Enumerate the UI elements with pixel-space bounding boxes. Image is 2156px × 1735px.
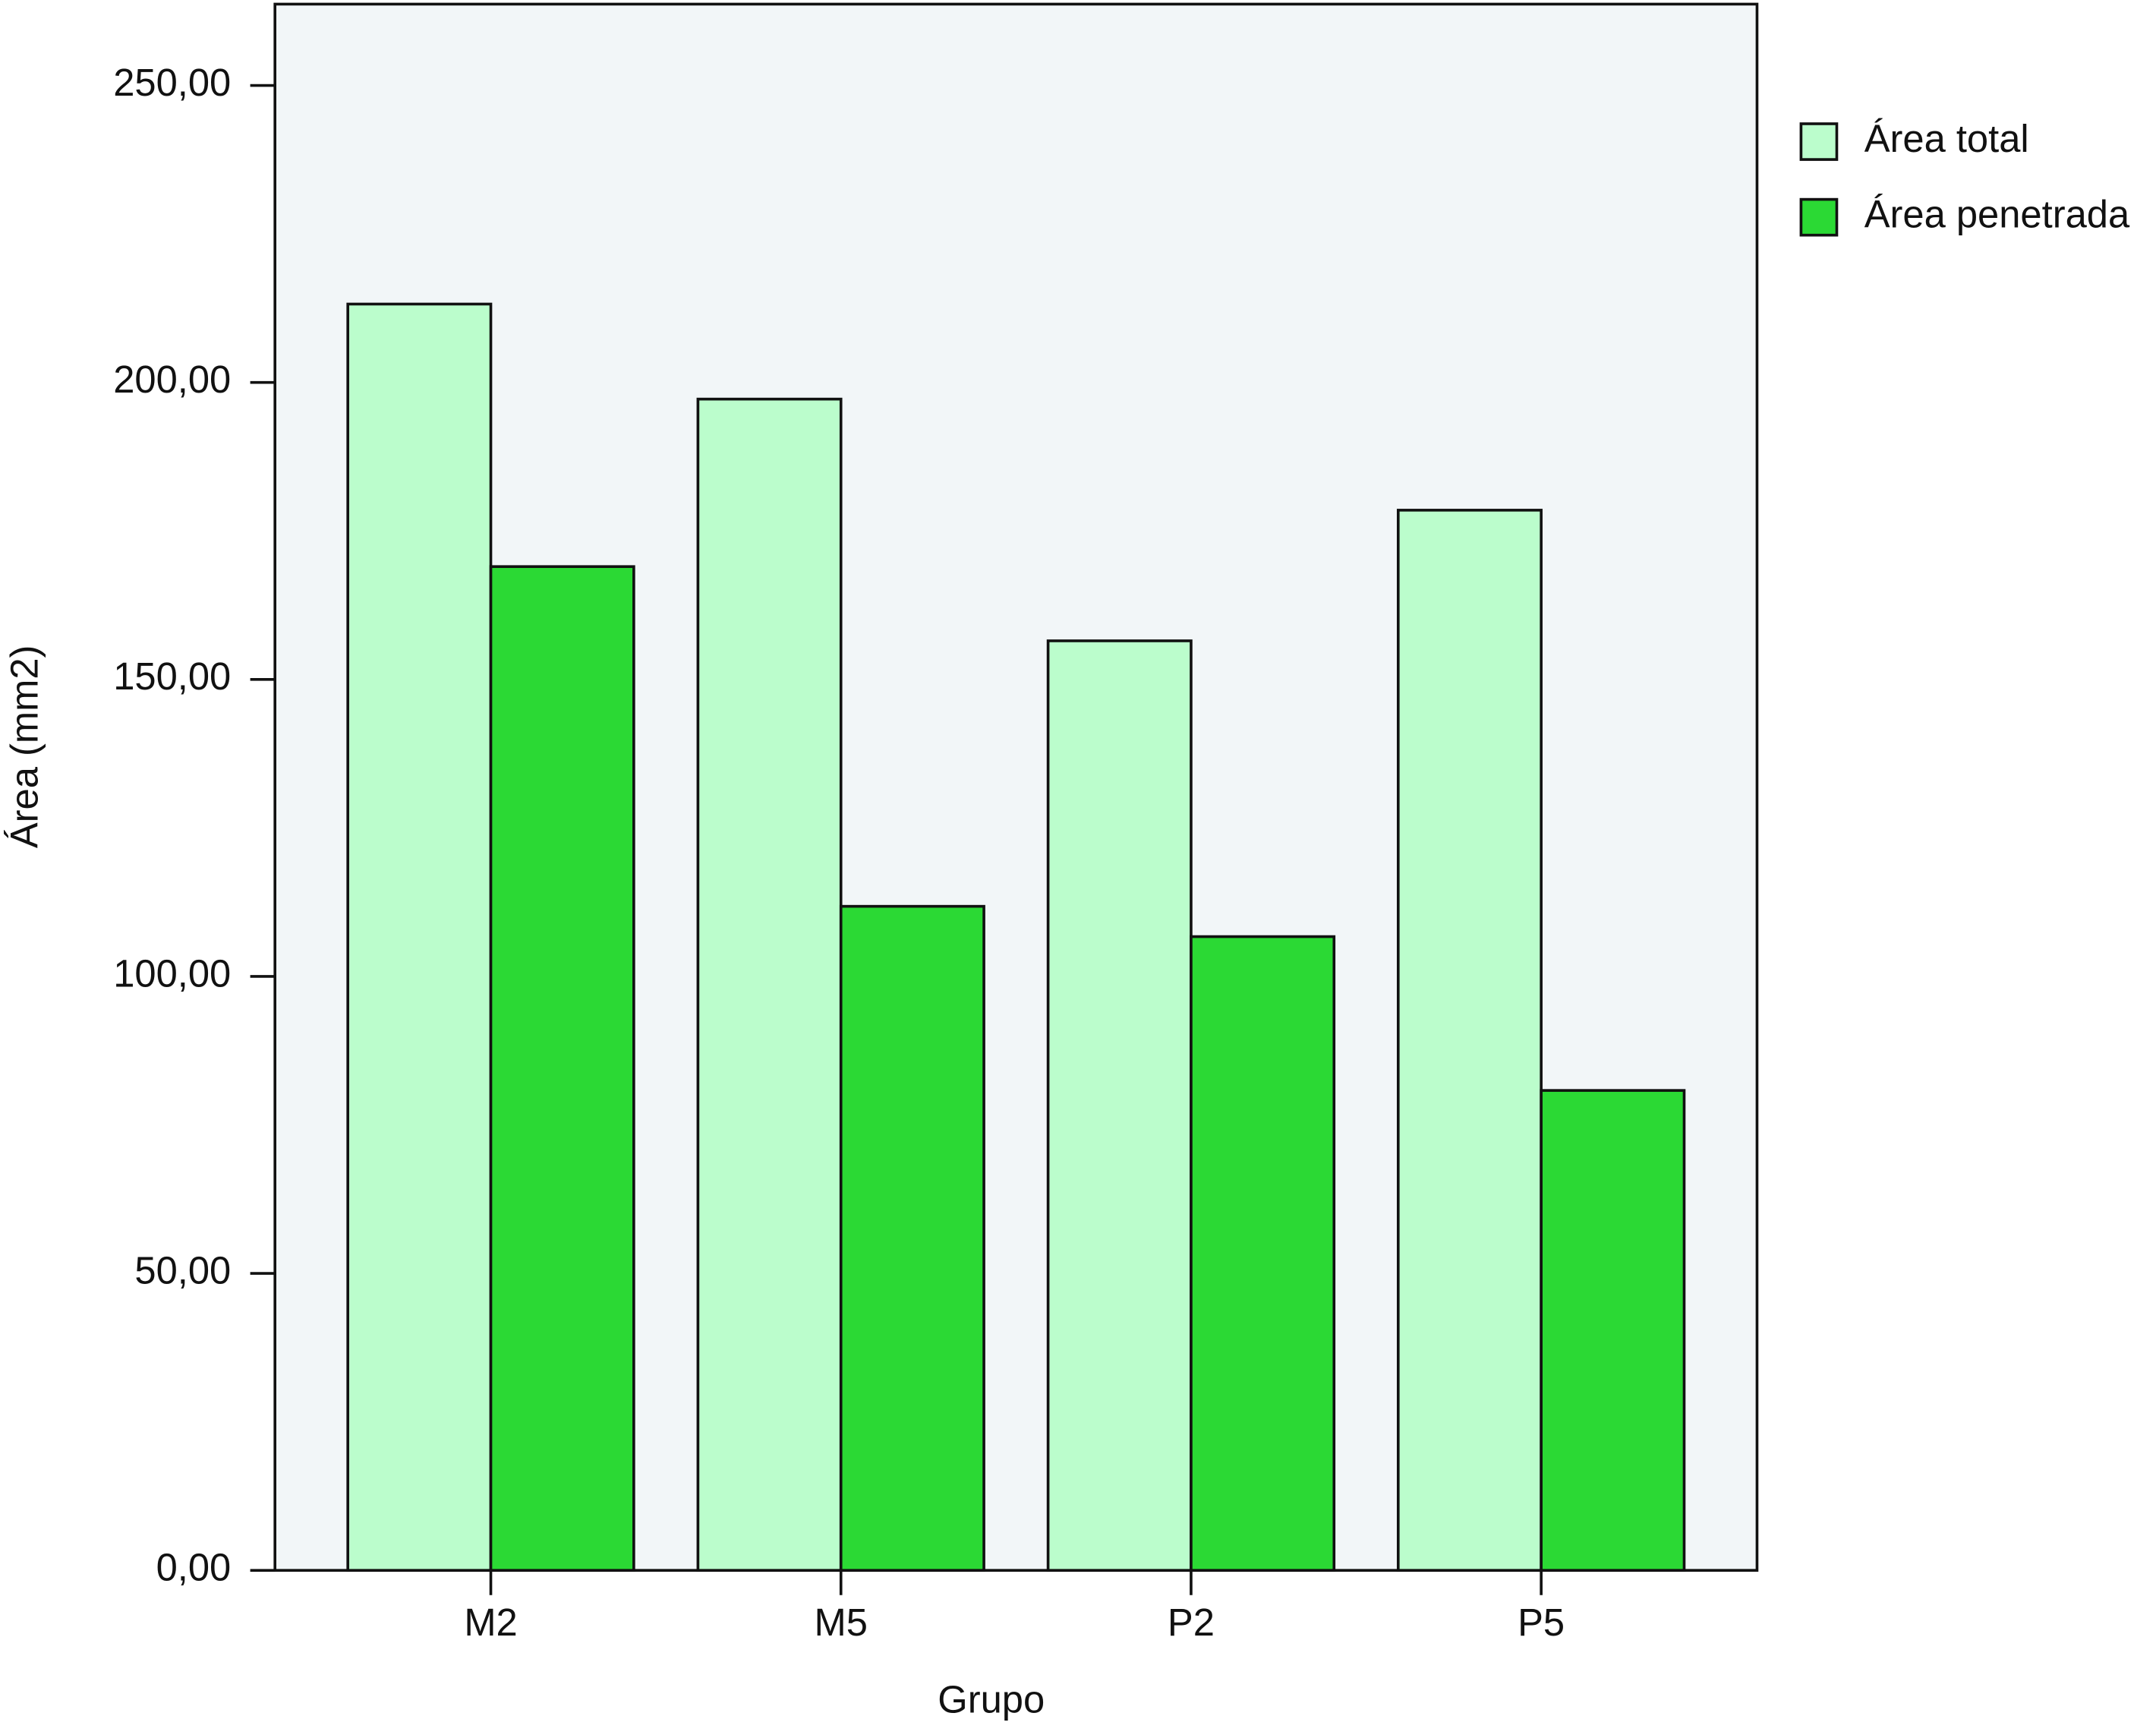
legend-label: Área penetrada xyxy=(1864,193,2130,236)
bar xyxy=(1540,1089,1686,1572)
x-tick-label: M2 xyxy=(464,1601,517,1644)
y-tick-label: 100,00 xyxy=(113,951,231,995)
chart-body: Grupo Área (mm2) 0,00 50,00 100,00 150,00 20… xyxy=(3,2,2130,1721)
legend-swatch xyxy=(1799,122,1839,161)
bar xyxy=(1190,935,1336,1572)
bar xyxy=(1396,509,1543,1572)
y-tick-label: 250,00 xyxy=(113,61,231,104)
bar xyxy=(346,302,493,1572)
legend-swatch xyxy=(1799,197,1839,237)
bar xyxy=(489,565,635,1572)
bar xyxy=(696,397,843,1572)
legend-label: Área total xyxy=(1864,117,2029,160)
x-tick-label: P2 xyxy=(1168,1601,1215,1644)
x-tick-label: M5 xyxy=(815,1601,868,1644)
x-tick-label: P5 xyxy=(1518,1601,1565,1644)
y-tick-label: 0,00 xyxy=(156,1546,232,1589)
y-tick-label: 50,00 xyxy=(134,1248,231,1292)
y-tick-label: 150,00 xyxy=(113,655,231,698)
y-tick-label: 200,00 xyxy=(113,358,231,401)
x-axis-label: Grupo xyxy=(938,1677,1045,1721)
bar xyxy=(1046,639,1193,1572)
bar xyxy=(839,904,985,1572)
y-axis-label: Área (mm2) xyxy=(3,645,46,849)
